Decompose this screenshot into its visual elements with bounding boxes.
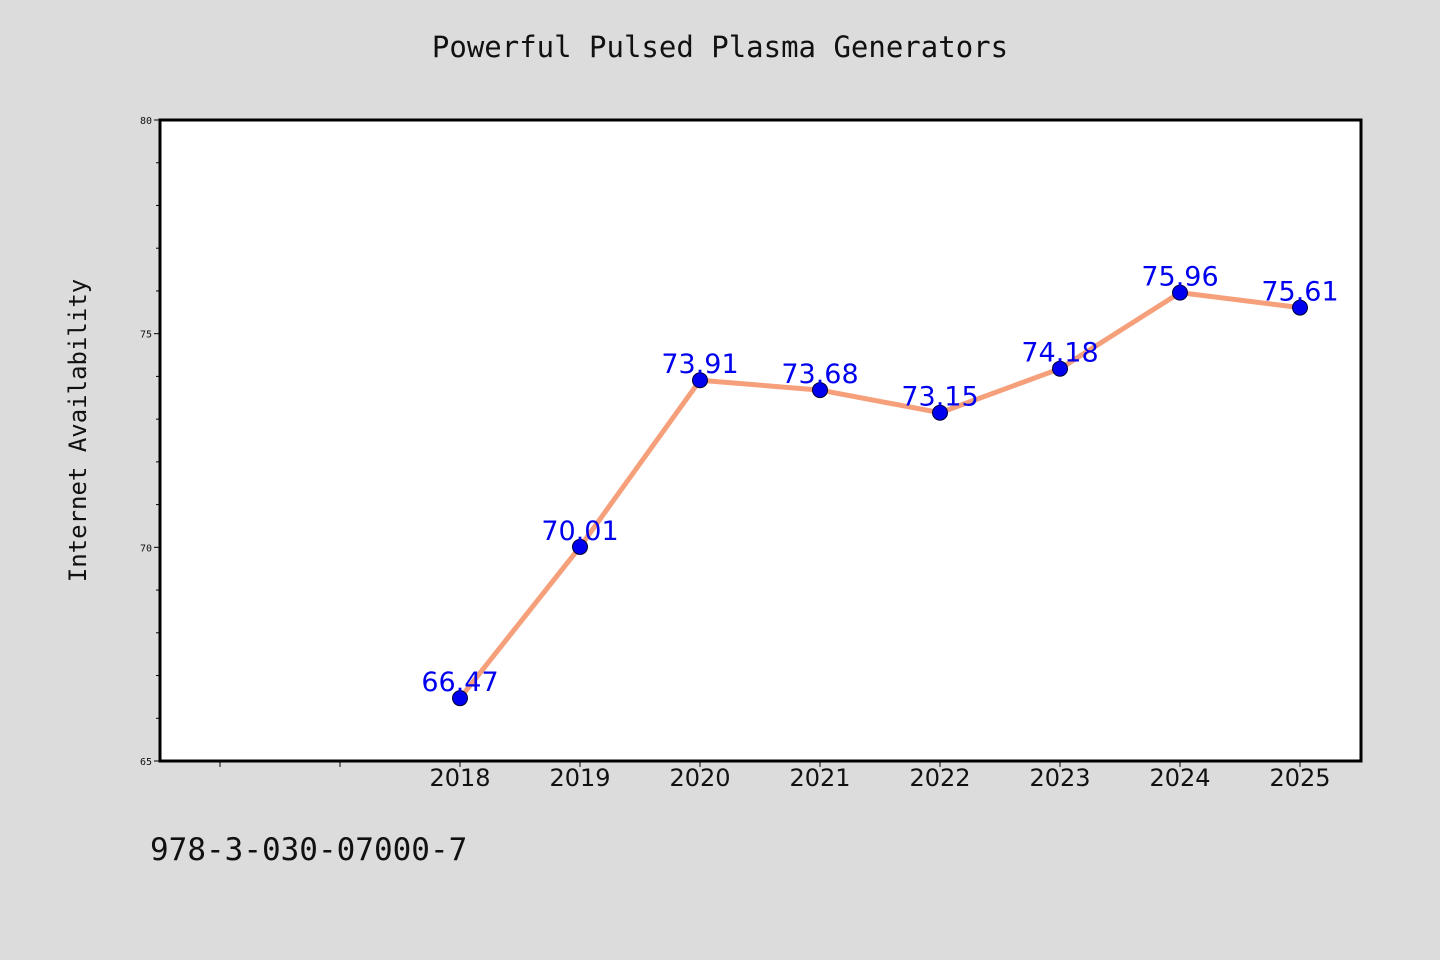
data-label: 66.47 <box>421 667 498 698</box>
isbn-label: 978-3-030-07000-7 <box>150 832 468 868</box>
data-point <box>692 372 708 389</box>
series-line <box>458 290 1301 700</box>
data-point <box>572 538 588 555</box>
data-label: 75.61 <box>1261 277 1338 308</box>
x-tick-label: 2021 <box>789 764 850 792</box>
data-point <box>932 404 948 421</box>
y-tick-label: 80 <box>140 116 152 127</box>
data-point <box>1052 360 1068 377</box>
data-point <box>1172 284 1188 301</box>
y-tick-label: 75 <box>140 330 152 341</box>
y-axis-label: Internet Availability <box>64 279 92 582</box>
x-tick-label: 2022 <box>909 764 970 792</box>
plot-area <box>158 118 1363 763</box>
data-label: 70.01 <box>541 516 618 547</box>
x-tick-label: 2018 <box>429 764 490 792</box>
data-label: 73.15 <box>901 382 978 413</box>
chart-title: Powerful Pulsed Plasma Generators <box>431 30 1009 64</box>
data-point <box>812 382 828 399</box>
x-tick-label: 2019 <box>549 764 610 792</box>
x-tick-label: 2025 <box>1269 764 1330 792</box>
data-label: 75.96 <box>1141 262 1218 293</box>
y-tick-label: 70 <box>140 543 152 554</box>
data-label: 74.18 <box>1021 338 1098 369</box>
data-label: 73.91 <box>661 349 738 380</box>
x-tick-label: 2020 <box>669 764 730 792</box>
data-point <box>452 690 468 707</box>
x-tick-label: 2023 <box>1029 764 1090 792</box>
x-tick-label: 2024 <box>1149 764 1210 792</box>
data-point <box>1292 299 1308 316</box>
data-label: 73.68 <box>781 359 858 390</box>
y-tick-label: 65 <box>140 757 152 768</box>
